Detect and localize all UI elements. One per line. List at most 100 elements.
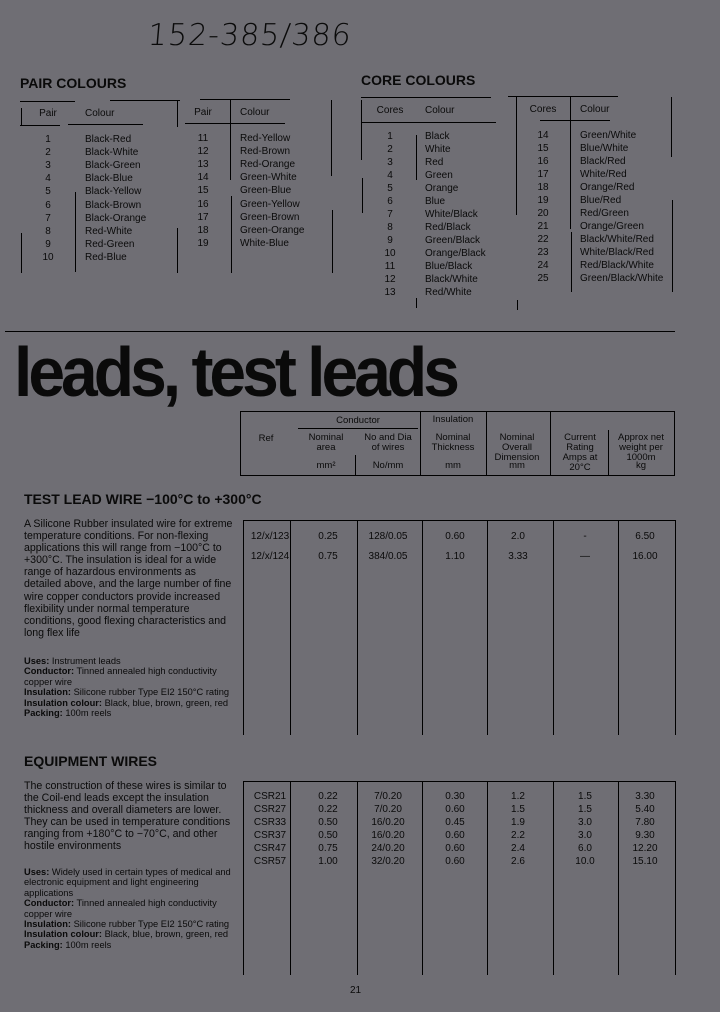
column-rule [422,781,423,975]
dimension-unit: mm [509,460,525,471]
pair-colour: Black-Yellow [85,186,142,198]
column-rule [553,520,554,735]
wires-cell: 16/0.20 [371,830,405,841]
pair-colour: Black-Blue [85,173,133,185]
spec-value: Tinned annealed high conductivity copper… [24,898,217,919]
test-lead-title: TEST LEAD WIRE −100°C to +300°C [24,491,262,507]
section-divider [5,331,675,332]
handwritten-reference: 152-385/386 [146,18,354,53]
core-number: 25 [537,273,549,284]
core-colour: Black/White [425,274,478,285]
column-rule [422,520,423,735]
spec-line: Insulation colour: Black, blue, brown, g… [24,929,234,939]
pair-colour: Black-Green [85,160,141,172]
current-cell: 3.0 [578,830,592,841]
core-colour: Green/Black [425,235,481,246]
weight-cell: 15.10 [632,856,658,867]
wires-cell: 16/0.20 [371,817,405,828]
spec-line: Packing: 100m reels [24,940,234,950]
spec-line: Insulation colour: Black, blue, brown, g… [24,698,234,708]
wires-cell: 32/0.20 [371,856,405,867]
thickness-cell: 0.60 [445,856,465,867]
pair-colour: Green-White [240,172,297,184]
pair-number: 2 [45,147,51,159]
core-colour: Black/Red [580,156,626,167]
wires-unit: No/mm [372,460,404,471]
core-number: 5 [387,183,393,194]
ref-cell: CSR27 [253,804,287,815]
pair-number: 3 [45,160,51,172]
area-cell: 1.00 [318,856,338,867]
pair-colour: Black-Orange [85,212,147,224]
wires-cell: 7/0.20 [374,791,402,802]
pair-colour: Red-Orange [240,159,296,171]
pair-number: 19 [197,237,209,249]
column-rule [243,781,244,975]
spec-label: Packing: [24,708,63,719]
pair-number: 15 [197,185,209,197]
spec-label: Insulation: [24,919,71,930]
pair-colour: Black-White [85,147,139,159]
core-number: 15 [537,143,549,154]
core-colour: Blue [425,196,446,207]
core-number: 12 [384,274,396,285]
column-rule [675,781,676,975]
cores-header: Cores [376,105,404,116]
core-colour: Blue/White [580,143,629,154]
dimension-header: Nominal Overall Dimension [494,432,540,463]
pair-number: 7 [45,212,51,224]
core-number: 7 [387,209,393,220]
spec-line: Insulation: Silicone rubber Type EI2 150… [24,919,234,929]
column-rule [357,781,358,975]
area-header: Nominal area [308,432,344,453]
pair-colour: Red-Green [85,238,135,250]
dimension-cell: 2.2 [511,830,525,841]
table-top-rule [243,520,675,521]
core-number: 8 [387,222,393,233]
ref-header: Ref [258,433,274,444]
area-cell: 0.50 [318,830,338,841]
column-rule [487,520,488,735]
area-cell: 0.75 [318,551,338,562]
equipment-title: EQUIPMENT WIRES [24,753,158,769]
cores-header-2: Cores [529,104,557,115]
column-rule [290,781,291,975]
colour-header: Colour [425,105,455,116]
pair-colour: Green-Yellow [240,198,300,210]
wires-cell: 384/0.05 [368,551,408,562]
ref-cell: CSR37 [253,830,287,841]
spec-value: Silicone rubber Type EI2 150°C rating [73,919,230,930]
pair-number: 6 [45,199,51,211]
column-rule [553,781,554,975]
spec-value: Black, blue, brown, green, red [104,697,229,708]
pair-number: 10 [42,251,54,263]
core-colour: Orange/Black [425,248,486,259]
spec-value: Widely used in certain types of medical … [24,867,231,898]
test-lead-specs: Uses: Instrument leads Conductor: Tinned … [24,656,234,718]
core-colour: Orange/Red [580,182,635,193]
insulation-header: Insulation [432,414,474,425]
thickness-unit: mm [445,460,461,471]
spec-line: Conductor: Tinned annealed high conducti… [24,666,234,687]
banner-title: leads, test leads [14,333,460,411]
core-number: 10 [384,248,396,259]
weight-header: Approx net weight per 1000m [618,432,664,463]
pair-colour: Red-Blue [85,251,127,263]
core-colour: Green/White [580,130,637,141]
conductor-header: Conductor [336,415,380,426]
dimension-cell: 1.2 [511,791,525,802]
current-cell: 10.0 [575,856,595,867]
pair-colour: Black-Brown [85,199,142,211]
equipment-description: The construction of these wires is simil… [24,780,231,853]
colour-header: Colour [85,108,115,119]
dimension-cell: 2.0 [511,531,525,542]
core-number: 20 [537,208,549,219]
core-number: 18 [537,182,549,193]
pair-colours-title: PAIR COLOURS [20,75,127,91]
core-colour: Black/White/Red [580,234,654,245]
core-number: 6 [387,196,393,207]
current-cell: — [580,551,590,562]
pair-colour: Red-Brown [240,146,291,158]
thickness-cell: 1.10 [445,551,465,562]
